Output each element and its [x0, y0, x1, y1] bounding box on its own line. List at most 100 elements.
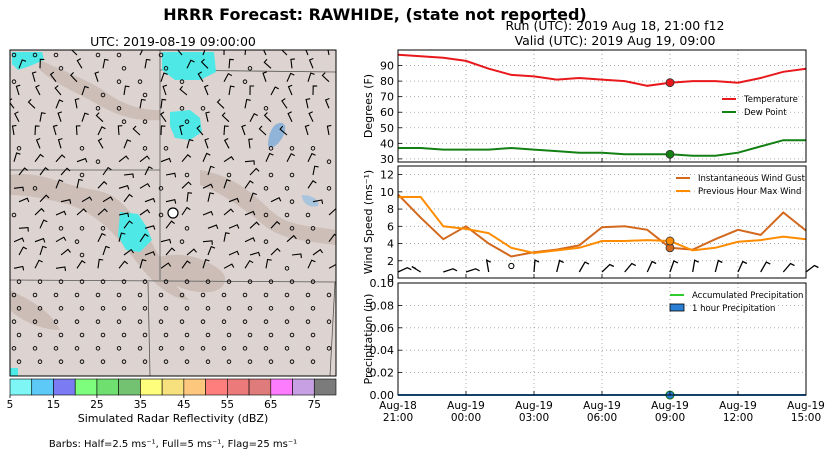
- wind-barb: [290, 58, 295, 69]
- wind-barb: [205, 111, 210, 122]
- calm-wind-marker: [263, 292, 269, 298]
- calm-wind-marker: [142, 279, 148, 284]
- calm-wind-marker: [305, 212, 311, 218]
- legend-label: 1 hour Precipitation: [692, 304, 775, 314]
- wind-barb: [160, 125, 166, 136]
- legend-label: Temperature: [743, 95, 798, 105]
- wind-barb: [144, 166, 153, 176]
- calm-wind-marker: [11, 79, 17, 84]
- wind-barb: [14, 111, 20, 122]
- calm-wind-marker: [179, 239, 185, 244]
- wind-barb: [204, 137, 209, 149]
- wind-barb: [60, 167, 71, 176]
- wind-barb: [144, 58, 151, 69]
- calm-wind-marker: [163, 66, 169, 71]
- wind-barb: [160, 157, 172, 163]
- wind-barb: [39, 167, 49, 176]
- calm-wind-marker: [116, 106, 122, 111]
- wind-barb: [49, 71, 57, 83]
- calm-wind-marker: [58, 279, 64, 284]
- y-tick-label: 6: [387, 220, 394, 233]
- calm-wind-marker: [289, 359, 295, 364]
- calm-wind-marker: [116, 292, 122, 298]
- y-tick-label: 60: [380, 106, 394, 119]
- wind-barb: [39, 58, 45, 69]
- y-tick-label: 0.00: [370, 389, 395, 402]
- wind-barb: [326, 124, 332, 136]
- wind-barb: [160, 262, 172, 269]
- calm-wind-marker: [11, 52, 17, 58]
- series-line-temperature: [397, 53, 807, 87]
- calm-wind-marker: [163, 306, 169, 311]
- series-line-instantaneous-wind-gust: [397, 193, 807, 258]
- calm-wind-marker: [58, 306, 64, 311]
- calm-wind-marker: [100, 92, 106, 98]
- wind-barb: [202, 183, 214, 189]
- wind-barb: [162, 84, 168, 96]
- wind-barb: [258, 125, 267, 136]
- wind-barb: [39, 245, 47, 256]
- wind-barb: [223, 232, 230, 242]
- wind-barb: [249, 221, 260, 229]
- calm-wind-marker: [32, 186, 38, 191]
- calm-wind-marker: [284, 186, 290, 191]
- calm-wind-marker: [74, 239, 80, 244]
- calm-wind-marker: [242, 292, 248, 298]
- y-tick-label: 50: [380, 122, 394, 135]
- wind-barb: [39, 194, 50, 203]
- valid-title: Valid (UTC): 2019 Aug 19, 09:00: [515, 33, 716, 48]
- calm-wind-marker: [289, 332, 295, 338]
- wind-barb: [207, 165, 215, 176]
- wind-barb: [95, 112, 104, 123]
- wind-barb: [94, 71, 100, 82]
- wind-barb: [321, 72, 330, 83]
- calm-wind-marker: [247, 359, 253, 364]
- calm-wind-marker: [179, 106, 185, 111]
- calm-wind-marker: [226, 306, 232, 311]
- calm-wind-marker: [310, 306, 316, 311]
- wind-barb: [186, 59, 195, 69]
- calm-wind-marker: [184, 279, 190, 284]
- wind-barb: [228, 224, 240, 229]
- calm-wind-marker: [284, 266, 290, 271]
- calm-wind-marker: [121, 66, 127, 71]
- calm-wind-marker: [289, 172, 295, 178]
- wind-barb: [144, 197, 156, 203]
- wind-barb: [328, 263, 336, 269]
- calm-wind-marker: [226, 332, 232, 338]
- wind-barb: [18, 197, 30, 203]
- calm-wind-marker: [289, 199, 295, 204]
- calm-wind-marker: [247, 306, 253, 311]
- calm-wind-marker: [58, 332, 64, 338]
- wind-barb: [411, 266, 422, 273]
- wind-barb: [179, 85, 188, 96]
- wind-barb: [228, 197, 240, 203]
- wind-barb: [75, 125, 81, 136]
- calm-wind-marker: [137, 346, 143, 351]
- calm-wind-marker: [263, 186, 269, 191]
- wind-barb: [160, 98, 167, 109]
- valid-time-point: [665, 236, 675, 246]
- calm-wind-marker: [263, 106, 269, 111]
- calm-wind-marker: [79, 279, 85, 284]
- wind-barb: [202, 240, 213, 245]
- wind-barb: [18, 227, 29, 232]
- calm-wind-marker: [142, 359, 148, 364]
- calm-wind-marker: [184, 332, 190, 338]
- wind-barb: [39, 112, 46, 122]
- calm-wind-marker: [305, 292, 311, 298]
- wind-barb: [202, 210, 214, 216]
- wind-barb: [123, 193, 133, 203]
- calm-wind-marker: [184, 119, 190, 124]
- calm-wind-marker: [37, 359, 43, 364]
- wind-barb: [70, 72, 78, 83]
- calm-wind-marker: [79, 359, 85, 364]
- legend-label: Dew Point: [744, 108, 787, 118]
- wind-barb: [57, 111, 62, 122]
- wind-barb: [165, 247, 176, 256]
- calm-wind-marker: [205, 332, 211, 338]
- wind-barb: [139, 98, 146, 109]
- calm-wind-marker: [11, 319, 17, 324]
- wind-barb: [216, 98, 225, 109]
